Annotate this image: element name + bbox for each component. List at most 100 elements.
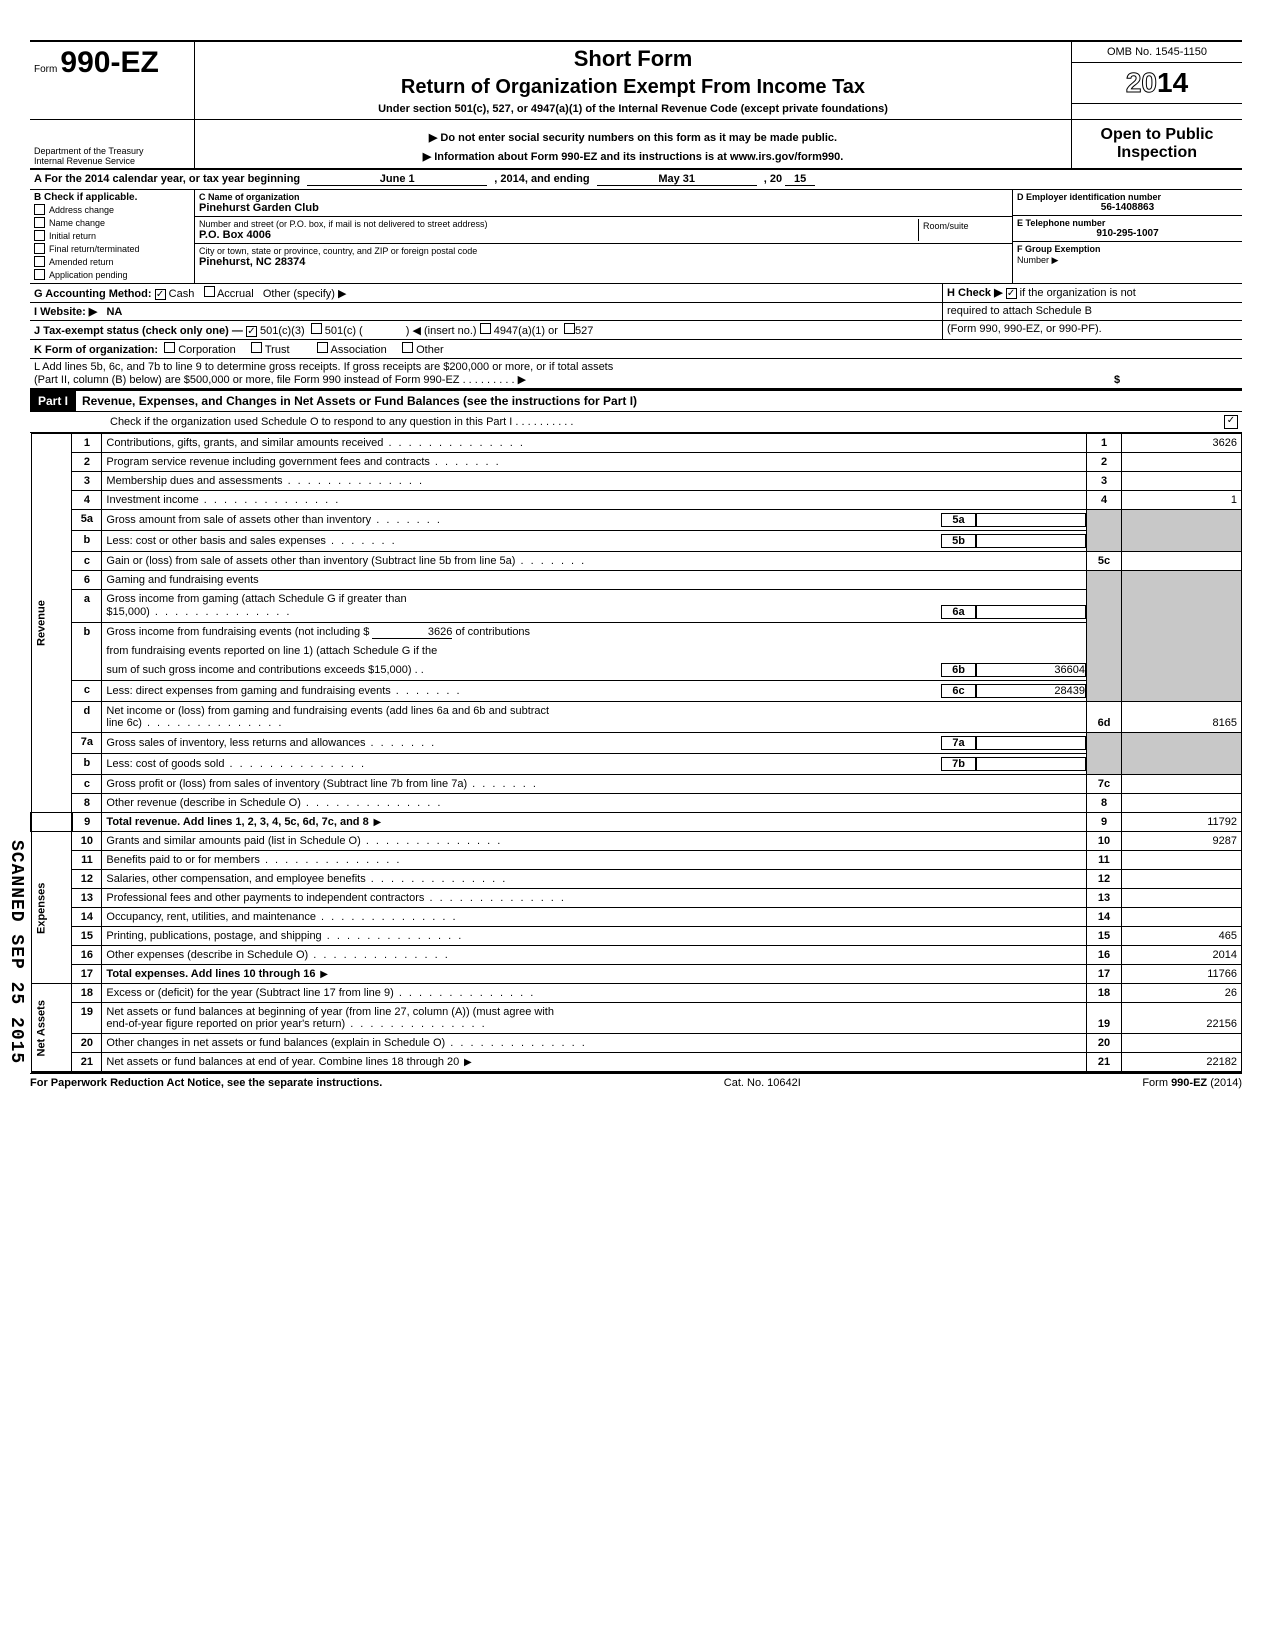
val-19[interactable]: 22156: [1122, 1003, 1242, 1034]
tax-year-suffix[interactable]: 15: [785, 173, 815, 186]
part-1-title: Revenue, Expenses, and Changes in Net As…: [76, 391, 1242, 411]
chk-accrual[interactable]: [204, 286, 215, 297]
main-title: Return of Organization Exempt From Incom…: [203, 76, 1063, 99]
open-public: Open to Public Inspection: [1072, 120, 1242, 168]
val-11[interactable]: [1122, 851, 1242, 870]
line-18: Net Assets 18 Excess or (deficit) for th…: [31, 984, 1242, 1003]
line-8: 8 Other revenue (describe in Schedule O)…: [31, 794, 1242, 813]
val-6c[interactable]: 28439: [976, 684, 1086, 698]
val-10[interactable]: 9287: [1122, 832, 1242, 851]
chk-amended-return[interactable]: Amended return: [34, 255, 190, 268]
val-5a[interactable]: [976, 513, 1086, 527]
open-public-cell: Open to Public Inspection: [1072, 120, 1242, 168]
chk-initial-return[interactable]: Initial return: [34, 229, 190, 242]
section-c: C Name of organization Pinehurst Garden …: [195, 190, 1012, 283]
val-1[interactable]: 3626: [1122, 434, 1242, 453]
footer-left: For Paperwork Reduction Act Notice, see …: [30, 1077, 382, 1089]
val-21[interactable]: 22182: [1122, 1053, 1242, 1073]
chk-corporation[interactable]: [164, 342, 175, 353]
chk-name-change[interactable]: Name change: [34, 216, 190, 229]
ein: 56-1408863: [1017, 202, 1238, 213]
line-14: 14 Occupancy, rent, utilities, and maint…: [31, 908, 1242, 927]
subtitle: Under section 501(c), 527, or 4947(a)(1)…: [203, 103, 1063, 115]
i-row: I Website: ▶ NA required to attach Sched…: [30, 303, 1242, 321]
part-1-header: Part I Revenue, Expenses, and Changes in…: [30, 389, 1242, 412]
val-7a[interactable]: [976, 736, 1086, 750]
dept-cell: Department of the Treasury Internal Reve…: [30, 120, 195, 168]
line-6b-1: b Gross income from fundraising events (…: [31, 623, 1242, 643]
val-16[interactable]: 2014: [1122, 946, 1242, 965]
val-6b[interactable]: 36604: [976, 663, 1086, 677]
note-2: ▶ Information about Form 990-EZ and its …: [203, 150, 1063, 163]
notes-cell: ▶ Do not enter social security numbers o…: [195, 120, 1072, 168]
val-18[interactable]: 26: [1122, 984, 1242, 1003]
addr-label: Number and street (or P.O. box, if mail …: [199, 219, 918, 229]
tax-year-begin[interactable]: June 1: [307, 173, 487, 186]
line-7b: b Less: cost of goods sold 7b: [31, 754, 1242, 775]
dept-row: Department of the Treasury Internal Reve…: [30, 120, 1242, 170]
g-h-row: G Accounting Method: ✓ Cash Accrual Othe…: [30, 284, 1242, 303]
form-number: 990-EZ: [60, 46, 158, 80]
val-4[interactable]: 1: [1122, 491, 1242, 510]
section-i: I Website: ▶ NA: [30, 303, 942, 320]
org-name: Pinehurst Garden Club: [199, 202, 1008, 214]
val-6d[interactable]: 8165: [1122, 702, 1242, 733]
val-7b[interactable]: [976, 757, 1086, 771]
chk-501c[interactable]: [311, 323, 322, 334]
section-h: H Check ▶ ✓ if the organization is not: [942, 284, 1242, 302]
website: NA: [106, 306, 122, 318]
footer-right: Form 990-EZ (2014): [1142, 1077, 1242, 1089]
line-12: 12 Salaries, other compensation, and emp…: [31, 870, 1242, 889]
val-6a[interactable]: [976, 605, 1086, 619]
right-block: D Employer identification number 56-1408…: [1012, 190, 1242, 283]
line-6b-2: from fundraising events reported on line…: [31, 642, 1242, 660]
line-5a: 5a Gross amount from sale of assets othe…: [31, 510, 1242, 531]
omb-number: OMB No. 1545-1150: [1072, 42, 1242, 63]
chk-schedule-o[interactable]: ✓: [1224, 415, 1238, 429]
line-6: 6 Gaming and fundraising events: [31, 571, 1242, 590]
line-10: Expenses 10 Grants and similar amounts p…: [31, 832, 1242, 851]
lines-table: Revenue 1 Contributions, gifts, grants, …: [30, 433, 1242, 1073]
section-l: L Add lines 5b, 6c, and 7b to line 9 to …: [30, 359, 1242, 389]
val-20[interactable]: [1122, 1034, 1242, 1053]
tax-year-end[interactable]: May 31: [597, 173, 757, 186]
chk-527[interactable]: [564, 323, 575, 334]
val-13[interactable]: [1122, 889, 1242, 908]
form-prefix: Form: [34, 64, 57, 75]
val-14[interactable]: [1122, 908, 1242, 927]
val-12[interactable]: [1122, 870, 1242, 889]
footer: For Paperwork Reduction Act Notice, see …: [30, 1073, 1242, 1092]
val-7c[interactable]: [1122, 775, 1242, 794]
chk-association[interactable]: [317, 342, 328, 353]
line-6a: a Gross income from gaming (attach Sched…: [31, 590, 1242, 623]
chk-trust[interactable]: [251, 342, 262, 353]
val-5c[interactable]: [1122, 552, 1242, 571]
city-label: City or town, state or province, country…: [199, 246, 1008, 256]
line-3: 3 Membership dues and assessments 3: [31, 472, 1242, 491]
chk-address-change[interactable]: Address change: [34, 203, 190, 216]
scanned-stamp: SCANNED SEP 25 2015: [6, 840, 26, 1064]
chk-application-pending[interactable]: Application pending: [34, 268, 190, 281]
section-d: D Employer identification number 56-1408…: [1013, 190, 1242, 216]
chk-cash[interactable]: ✓: [155, 289, 166, 300]
val-17[interactable]: 11766: [1122, 965, 1242, 984]
chk-other-org[interactable]: [402, 342, 413, 353]
part-1-check-row: Check if the organization used Schedule …: [30, 412, 1242, 433]
chk-final-return[interactable]: Final return/terminated: [34, 242, 190, 255]
val-8[interactable]: [1122, 794, 1242, 813]
chk-4947[interactable]: [480, 323, 491, 334]
footer-mid: Cat. No. 10642I: [724, 1077, 801, 1089]
val-2[interactable]: [1122, 453, 1242, 472]
val-15[interactable]: 465: [1122, 927, 1242, 946]
chk-501c3[interactable]: ✓: [246, 326, 257, 337]
val-9[interactable]: 11792: [1122, 813, 1242, 832]
org-city: Pinehurst, NC 28374: [199, 256, 1008, 268]
gross-receipts-dollar: $: [1114, 374, 1120, 386]
val-3[interactable]: [1122, 472, 1242, 491]
line-7a: 7a Gross sales of inventory, less return…: [31, 733, 1242, 754]
val-6b-contrib[interactable]: 3626: [372, 626, 452, 639]
header-row: Form 990-EZ Short Form Return of Organiz…: [30, 40, 1242, 120]
line-1: Revenue 1 Contributions, gifts, grants, …: [31, 434, 1242, 453]
val-5b[interactable]: [976, 534, 1086, 548]
chk-schedule-b[interactable]: ✓: [1006, 288, 1017, 299]
